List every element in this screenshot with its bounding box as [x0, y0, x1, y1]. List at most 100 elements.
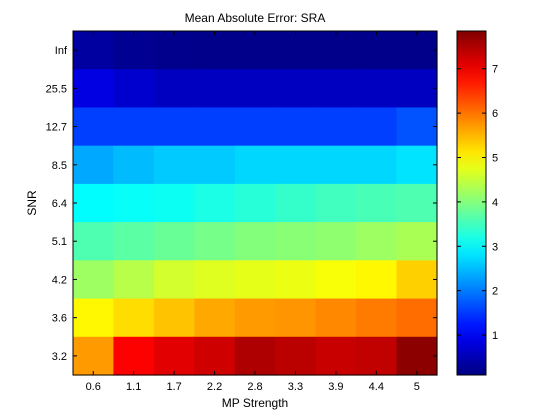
heatmap-cell: [275, 107, 317, 147]
heatmap-cell: [153, 336, 195, 376]
heatmap-cell: [356, 69, 398, 109]
x-tick-label: 5: [414, 381, 420, 393]
heatmap-cell: [73, 183, 115, 223]
heatmap-cell: [113, 336, 155, 376]
heatmap-cell: [315, 336, 357, 376]
heatmap-cell: [275, 298, 317, 338]
heatmap-cell: [113, 145, 155, 185]
heatmap-cell: [315, 69, 357, 109]
heatmap-cell: [315, 260, 357, 300]
heatmap-cell: [113, 260, 155, 300]
heatmap-cell: [113, 107, 155, 147]
x-axis-label: MP Strength: [222, 396, 288, 410]
colorbar-tick-label: 6: [492, 108, 498, 120]
heatmap-cell: [396, 222, 438, 261]
colorbar-tick-label: 2: [492, 286, 498, 298]
heatmap-cell: [275, 260, 317, 300]
chart-title: Mean Absolute Error: SRA: [185, 11, 326, 25]
y-tick-label: 12.7: [46, 122, 67, 134]
heatmap-cell: [356, 145, 398, 185]
heatmap-cell: [73, 298, 115, 338]
x-tick-label: 1.1: [126, 381, 141, 393]
x-tick-label: 2.8: [247, 381, 262, 393]
x-tick-label: 0.6: [86, 381, 101, 393]
heatmap-cell: [73, 145, 115, 185]
colorbar-ticks: 1 2 3 4 5 6 7: [457, 64, 498, 342]
heatmap-cell: [356, 183, 398, 223]
y-tick-label: 8.5: [52, 160, 67, 172]
heatmap-cell: [315, 31, 357, 70]
heatmap-cell: [275, 145, 317, 185]
heatmap-cell: [194, 31, 236, 70]
heatmap-cell: [113, 69, 155, 109]
x-tick-label: 1.7: [166, 381, 181, 393]
heatmap-cell: [396, 31, 438, 70]
colorbar-tick-label: 3: [492, 241, 498, 253]
heatmap-cell: [275, 183, 317, 223]
heatmap-cell: [194, 222, 236, 261]
y-tick-label: Inf: [55, 45, 68, 57]
heatmap-cell: [234, 336, 276, 376]
heatmap-cell: [234, 145, 276, 185]
heatmap-cell: [153, 298, 195, 338]
heatmap-cell: [234, 298, 276, 338]
heatmap-cell: [73, 69, 115, 109]
y-tick-label: 5.1: [52, 236, 67, 248]
heatmap-cell: [315, 145, 357, 185]
x-tick-label: 2.2: [207, 381, 222, 393]
heatmap-cell: [194, 183, 236, 223]
colorbar-tick-label: 4: [492, 197, 498, 209]
colorbar-tick-label: 1: [492, 330, 498, 342]
heatmap-cell: [275, 222, 317, 261]
x-tick-label: 3.9: [328, 381, 343, 393]
heatmap-cell: [234, 107, 276, 147]
y-tick-label: 6.4: [52, 198, 67, 210]
heatmap-cell: [396, 69, 438, 109]
heatmap-cell: [153, 183, 195, 223]
heatmap-cell: [356, 107, 398, 147]
heatmap-cell: [315, 183, 357, 223]
heatmap-cell: [234, 183, 276, 223]
heatmap-cell: [113, 31, 155, 70]
heatmap-cell: [315, 298, 357, 338]
colorbar-tick-label: 7: [492, 64, 498, 76]
heatmap-cell: [194, 145, 236, 185]
heatmap-cell: [356, 298, 398, 338]
colorbar: [456, 30, 487, 376]
heatmap-cell: [356, 336, 398, 376]
heatmap-cell: [73, 222, 115, 261]
heatmap-cell: [396, 145, 438, 185]
heatmap-cell: [194, 260, 236, 300]
heatmap-cells: [73, 31, 438, 376]
heatmap-cell: [396, 298, 438, 338]
heatmap-cell: [356, 260, 398, 300]
y-tick-label: 3.2: [52, 351, 67, 363]
heatmap-cell: [356, 222, 398, 261]
heatmap-cell: [275, 336, 317, 376]
heatmap-cell: [153, 69, 195, 109]
x-tick-label: 3.3: [288, 381, 303, 393]
heatmap-cell: [194, 69, 236, 109]
y-tick-label: 25.5: [46, 83, 67, 95]
heatmap-cell: [73, 31, 115, 70]
y-tick-label: 4.2: [52, 274, 67, 286]
x-axis-ticks: 0.6 1.1 1.7 2.2 2.8 3.3 3.9 4.4 5: [86, 31, 420, 393]
heatmap-cell: [153, 260, 195, 300]
heatmap-cell: [234, 222, 276, 261]
heatmap-cell: [234, 31, 276, 70]
x-tick-label: 4.4: [369, 381, 384, 393]
heatmap-cell: [234, 69, 276, 109]
heatmap-cell: [73, 336, 115, 376]
heatmap-cell: [113, 222, 155, 261]
heatmap-cell: [234, 260, 276, 300]
heatmap-cell: [396, 260, 438, 300]
heatmap-cell: [113, 298, 155, 338]
heatmap-cell: [315, 107, 357, 147]
heatmap-cell: [194, 336, 236, 376]
y-axis-label: SNR: [25, 190, 39, 216]
heatmap-cell: [153, 107, 195, 147]
heatmap-cell: [113, 183, 155, 223]
heatmap-cell: [396, 107, 438, 147]
heatmap-cell: [153, 145, 195, 185]
